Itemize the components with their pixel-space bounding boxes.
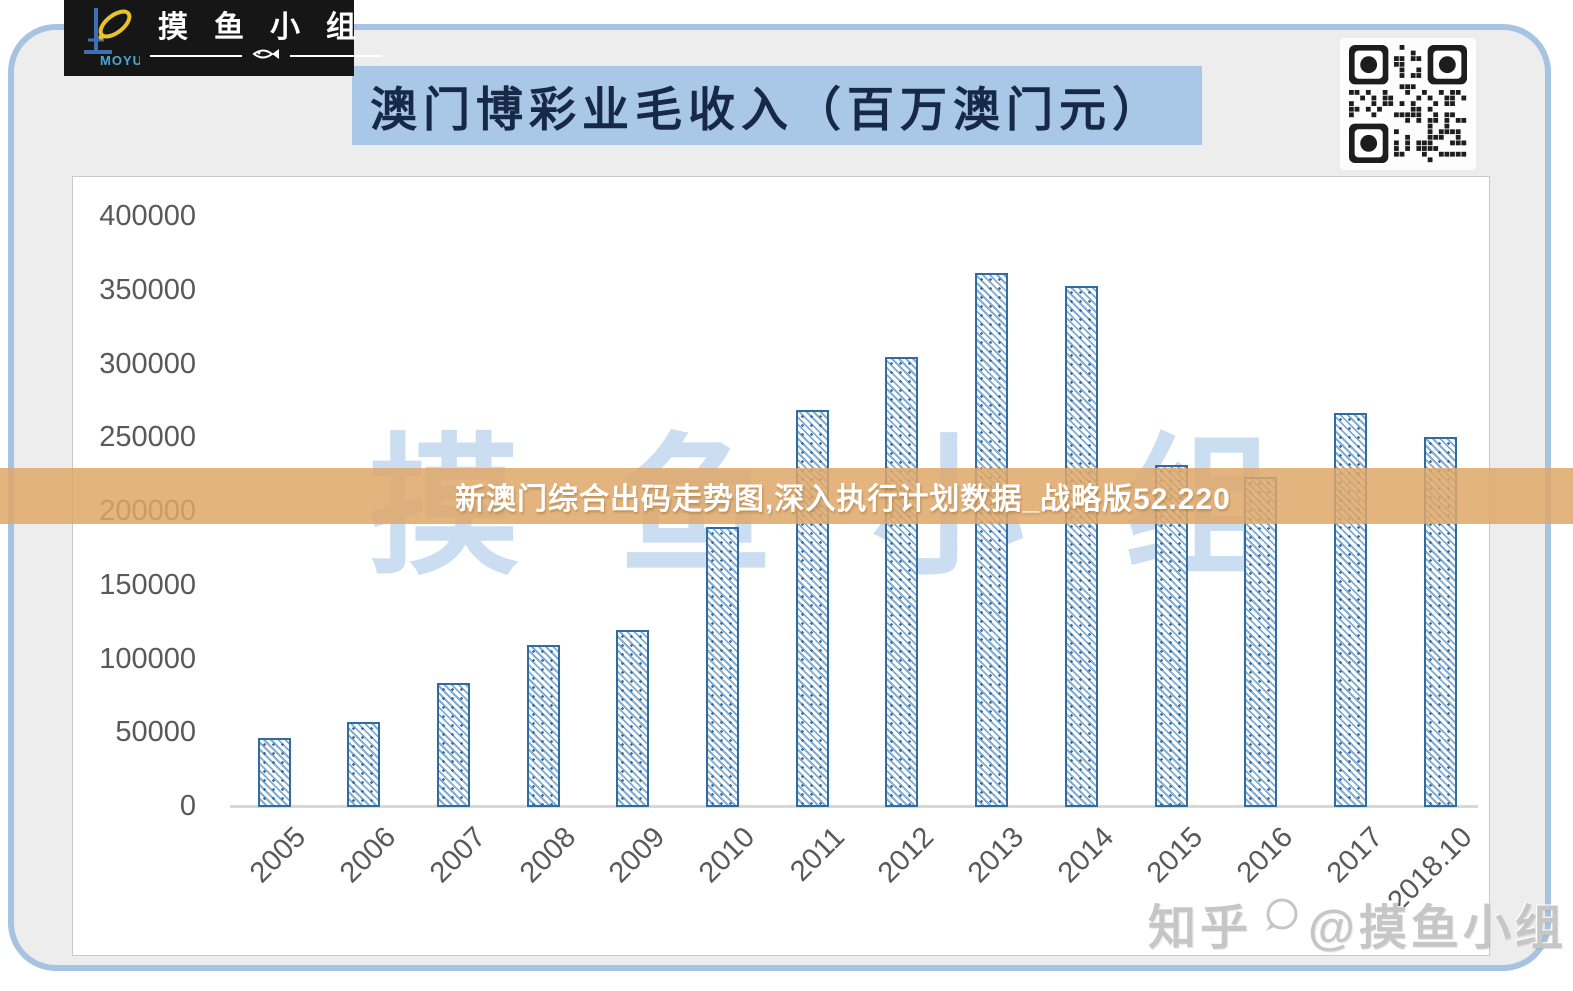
overlay-banner: 新澳门综合出码走势图,深入执行计划数据_战略版52.220: [0, 468, 1573, 524]
bar-2016: [1244, 476, 1278, 807]
page-title-bar: 澳门博彩业毛收入（百万澳门元）: [352, 66, 1202, 145]
y-axis-label: 250000: [99, 421, 196, 454]
moyu-logo: MOYU 摸鱼小组: [64, 0, 382, 76]
y-axis-label: 350000: [99, 273, 196, 306]
svg-text:MOYU: MOYU: [100, 53, 140, 68]
y-axis-label: 100000: [99, 642, 196, 675]
bar-2012: [885, 357, 919, 807]
bar-2005: [257, 737, 291, 807]
bar-2009: [616, 630, 650, 807]
brand-block: 摸鱼小组: [150, 11, 382, 66]
bar-2006: [347, 722, 381, 807]
fish-axis-icon: MOYU: [74, 4, 142, 73]
overlay-banner-text: 新澳门综合出码走势图,深入执行计划数据_战略版52.220: [455, 483, 1231, 516]
zhihu-handle-label: @摸鱼小组: [1308, 902, 1567, 955]
brand-divider: [150, 46, 382, 66]
y-axis-label: 150000: [99, 568, 196, 601]
fish-icon: [242, 46, 290, 66]
brand-name: 摸鱼小组: [158, 10, 382, 44]
bar-2013: [975, 273, 1009, 807]
bar-2010: [706, 526, 739, 807]
speech-bubble-icon: [1258, 895, 1302, 951]
x-axis-line: [230, 805, 1478, 808]
zhihu-watermark: 知乎 @摸鱼小组: [1148, 888, 1567, 958]
bar-2014: [1064, 286, 1098, 807]
qr-code: [1340, 38, 1476, 170]
page-title: 澳门博彩业毛收入（百万澳门元）: [370, 83, 1165, 136]
bar-2007: [436, 683, 470, 807]
y-axis-label: 300000: [99, 347, 196, 380]
y-axis-label: 0: [179, 790, 196, 822]
y-axis-label: 400000: [99, 200, 196, 232]
y-axis-label: 50000: [115, 716, 196, 749]
bar-2008: [526, 644, 560, 807]
zhihu-site-label: 知乎: [1148, 902, 1253, 955]
